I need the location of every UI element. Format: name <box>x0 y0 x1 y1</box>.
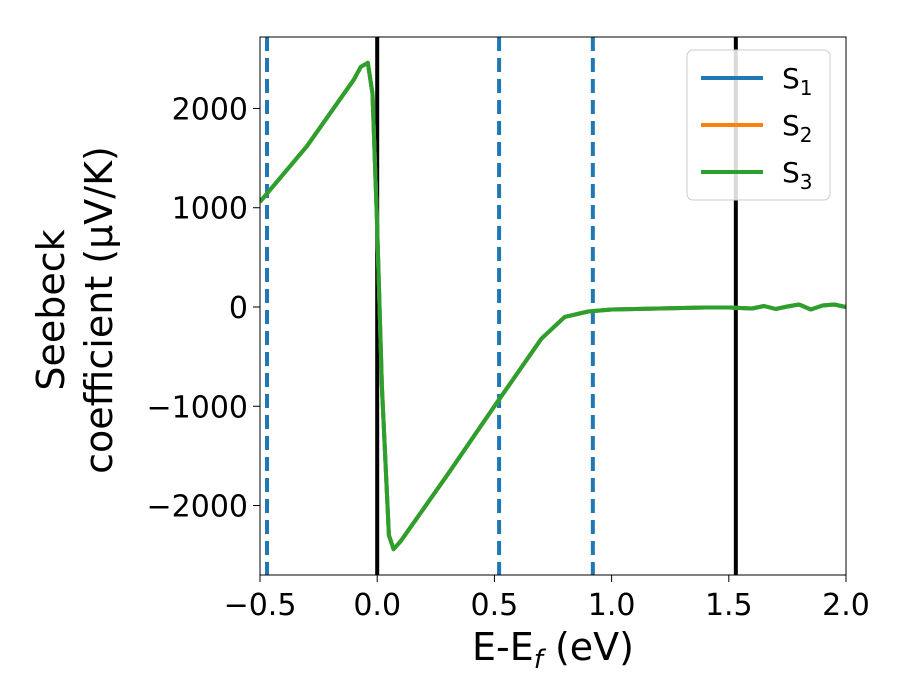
x-tick-label-1: −0.5 <box>224 588 297 623</box>
legend: S1 S2 S3 <box>686 49 831 201</box>
x-axis-ticks: −0.5 0.0 0.5 1.0 1.5 2.0 <box>224 575 870 623</box>
legend-label-1: S1 <box>782 62 813 100</box>
x-tick-label-3: 0.5 <box>471 588 519 623</box>
legend-label-2: S2 <box>782 109 813 147</box>
y-tick-label-1: −2000 <box>147 490 248 525</box>
plot-frame <box>259 36 847 576</box>
x-axis-label: E-Ef (eV) <box>472 625 634 675</box>
x-tick-label-5: 1.5 <box>705 588 753 623</box>
x-tick-label-4: 1.0 <box>588 588 636 623</box>
y-axis-label-line1: Seebeck <box>29 229 73 390</box>
legend-label-3: S3 <box>782 156 813 194</box>
y-axis-ticks: −2000 −1000 0 1000 2000 <box>147 92 260 525</box>
y-tick-label-5: 2000 <box>172 92 248 127</box>
y-tick-label-2: −1000 <box>147 390 248 425</box>
x-tick-label-6: 2.0 <box>822 588 870 623</box>
y-tick-label-3: 0 <box>229 291 248 326</box>
y-axis-label-line2: coefficient (μV/K) <box>77 146 121 474</box>
vertical-reference-lines <box>265 37 738 575</box>
x-tick-label-2: 0.0 <box>353 588 401 623</box>
series-line-3 <box>260 60 846 552</box>
y-tick-label-4: 1000 <box>172 192 248 227</box>
data-series <box>260 60 846 552</box>
